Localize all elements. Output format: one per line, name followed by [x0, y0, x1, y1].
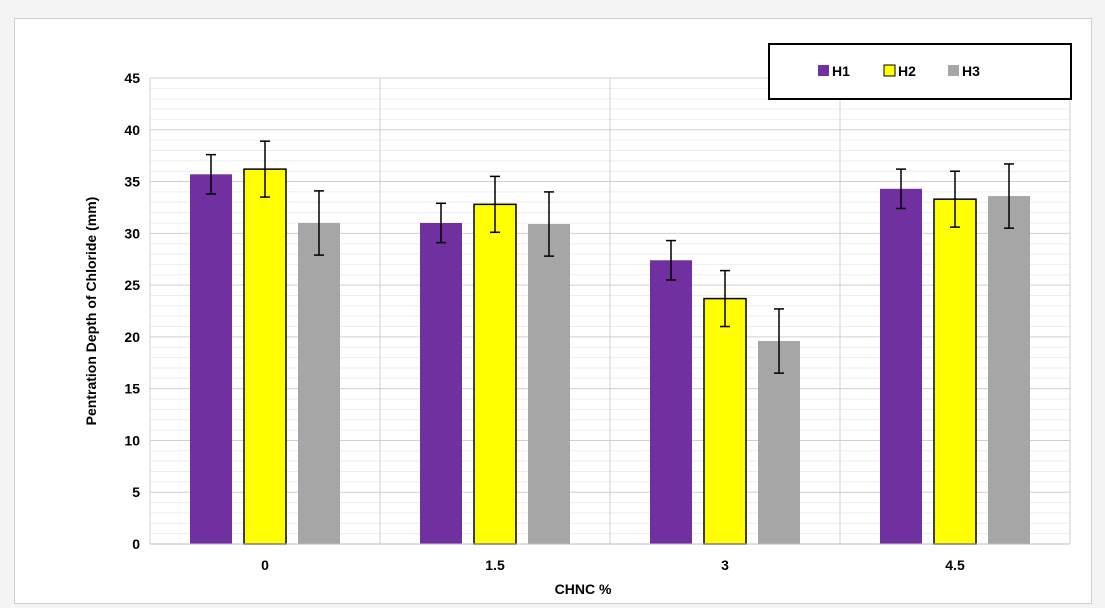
y-tick-label: 30 — [124, 225, 140, 241]
legend-label-h1: H1 — [832, 63, 850, 79]
legend-swatch-h1 — [818, 65, 829, 76]
x-tick-label: 0 — [261, 557, 269, 573]
y-tick-label: 20 — [124, 329, 140, 345]
bar-h1-1.5 — [420, 222, 462, 544]
bar-h1-0 — [190, 174, 232, 544]
bar-h2-4.5 — [933, 198, 977, 545]
legend-box — [768, 43, 1072, 100]
y-tick-label: 45 — [124, 70, 140, 86]
bar-h3-1.5 — [528, 224, 570, 544]
y-tick-label: 35 — [124, 174, 140, 190]
bar-h3-4.5 — [988, 196, 1030, 544]
legend-label-h3: H3 — [962, 63, 980, 79]
error-bars — [206, 140, 1014, 374]
bar-h1-4.5 — [880, 188, 922, 544]
bar-h2-3 — [703, 297, 747, 545]
y-axis-title: Pentration Depth of Chloride (mm) — [83, 197, 99, 426]
x-axis-ticks: 0 1.5 3 4.5 — [261, 557, 965, 573]
y-tick-label: 5 — [132, 484, 140, 500]
legend-swatch-h3 — [948, 65, 959, 76]
x-tick-label: 4.5 — [945, 557, 965, 573]
gridlines — [149, 77, 1071, 544]
y-tick-label: 0 — [132, 536, 140, 552]
x-tick-label: 1.5 — [485, 557, 505, 573]
bar-h3-0 — [298, 222, 340, 544]
y-tick-label: 40 — [124, 122, 140, 138]
bar-h1-3 — [650, 260, 692, 544]
y-tick-label: 15 — [124, 381, 140, 397]
bar-h2-0 — [243, 168, 287, 545]
y-tick-label: 25 — [124, 277, 140, 293]
y-axis-ticks: 0 5 10 15 20 25 30 35 40 45 — [124, 70, 140, 552]
bar-h3-3 — [758, 341, 800, 544]
legend-swatch-h2 — [883, 64, 896, 77]
legend: H1 H2 H3 — [768, 43, 1072, 100]
bars — [190, 168, 1030, 545]
bar-h2-1.5 — [473, 203, 517, 545]
legend-label-h2: H2 — [898, 63, 916, 79]
y-tick-label: 10 — [124, 432, 140, 448]
x-tick-label: 3 — [721, 557, 729, 573]
x-axis-title: CHNC % — [555, 581, 612, 597]
